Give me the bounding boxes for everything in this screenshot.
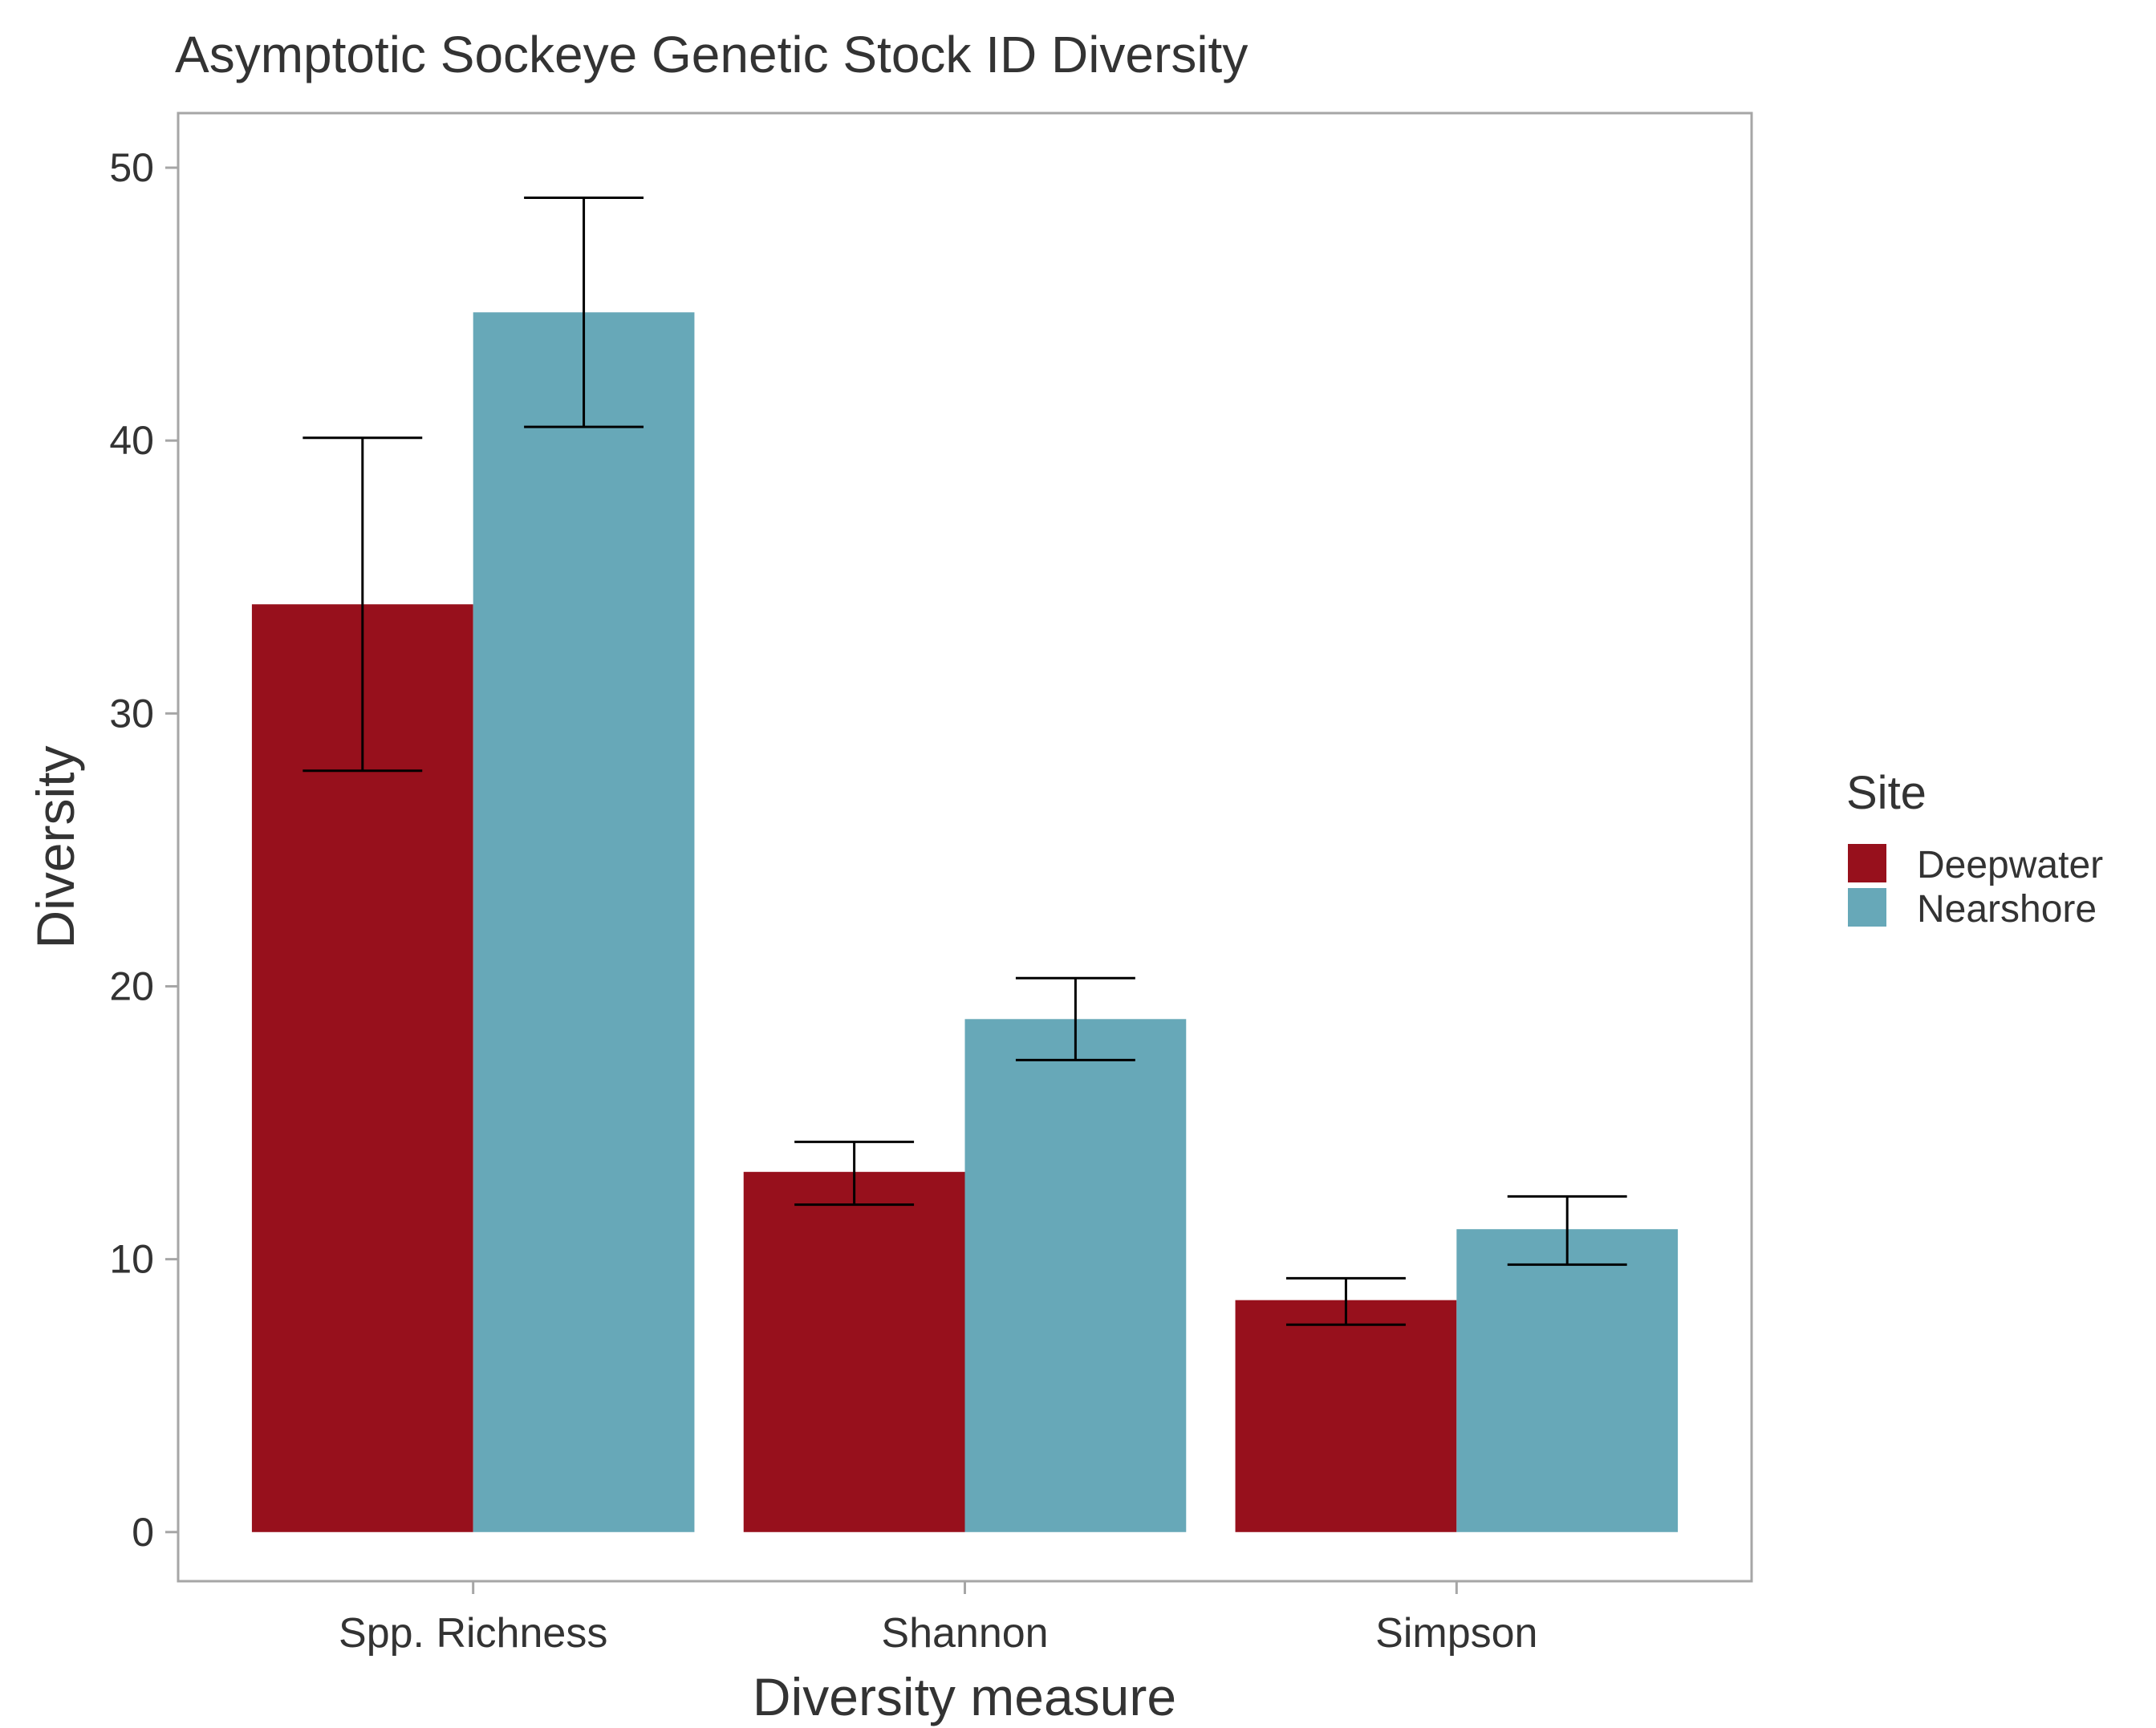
x-tick-label: Simpson	[1375, 1610, 1537, 1657]
y-tick-label: 50	[109, 145, 154, 190]
y-axis-label: Diversity	[26, 745, 85, 948]
bars-layer	[251, 312, 1679, 1532]
bar-deepwater	[1235, 1300, 1457, 1532]
x-tick-label: Spp. Richness	[339, 1610, 607, 1657]
x-axis: Spp. Richness Shannon Simpson	[339, 1581, 1537, 1657]
chart-title: Asymptotic Sockeye Genetic Stock ID Dive…	[175, 26, 1248, 83]
y-tick-label: 20	[109, 963, 154, 1008]
bar-nearshore	[473, 312, 695, 1532]
x-tick-label: Shannon	[881, 1610, 1048, 1657]
legend-label: Deepwater	[1917, 844, 2103, 886]
bar-deepwater	[743, 1171, 965, 1532]
legend-title: Site	[1846, 767, 1927, 819]
y-tick-label: 0	[132, 1510, 154, 1555]
legend-label: Nearshore	[1917, 888, 2097, 931]
bar-nearshore	[964, 1019, 1187, 1532]
x-axis-label: Diversity measure	[753, 1667, 1176, 1726]
legend-key-deepwater	[1848, 844, 1886, 882]
error-bars-layer	[302, 196, 1627, 1326]
y-axis: 0 10 20 30 40 50	[109, 145, 178, 1555]
legend-key-nearshore	[1848, 888, 1886, 927]
y-tick-label: 40	[109, 418, 154, 463]
y-tick-label: 10	[109, 1237, 154, 1282]
y-tick-label: 30	[109, 691, 154, 736]
bar-nearshore	[1456, 1229, 1679, 1532]
